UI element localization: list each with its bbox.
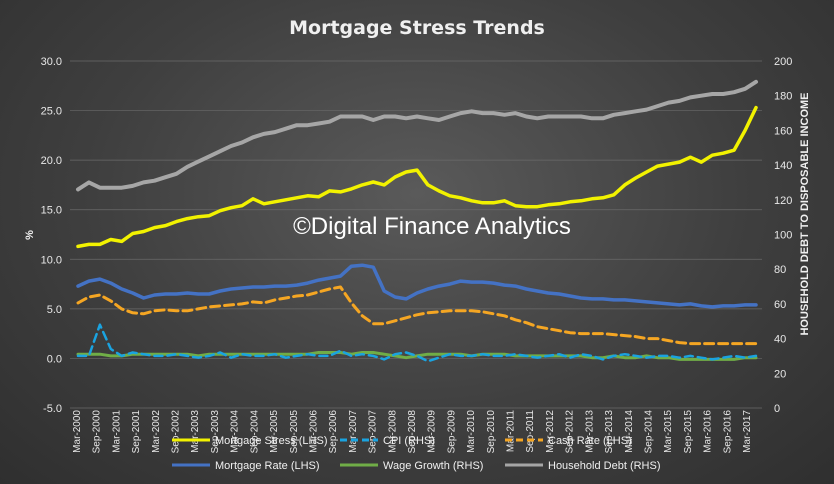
x-tick-label: Sep-2002	[171, 410, 182, 454]
left-tick-label: 5.0	[47, 304, 62, 316]
right-tick-label: 140	[774, 160, 792, 172]
legend-label: Mortgage Rate (LHS)	[215, 460, 320, 472]
x-tick-label: Mar-2011	[506, 410, 517, 452]
x-tick-label: Mar-2012	[545, 410, 556, 453]
right-tick-label: 80	[774, 264, 786, 276]
left-tick-label: 15.0	[41, 205, 62, 217]
x-axis: Mar-2000 Sep-2000 Mar-2001 Sep-2001 Mar-2002…	[72, 410, 753, 454]
watermark: ©Digital Finance Analytics	[293, 213, 571, 240]
right-axis-label: HOUSEHOLD DEBT TO DISPOSABLE INCOME	[799, 92, 811, 335]
right-tick-label: 180	[774, 91, 792, 103]
right-tick-label: 0	[774, 403, 780, 415]
series-line-wage-growth-rhs	[76, 351, 758, 361]
left-axis-label: %	[24, 230, 36, 240]
left-axis: 30.0 25.0 20.0 15.0 10.0 5.0 0.0 -5.0	[41, 56, 62, 415]
x-tick-label: Sep-2015	[683, 410, 694, 454]
x-tick-label: Sep-2008	[407, 410, 418, 454]
grid-layer	[70, 60, 762, 409]
left-tick-label: 0.0	[47, 353, 62, 365]
right-tick-label: 100	[774, 230, 792, 242]
x-tick-label: Mar-2016	[703, 410, 714, 453]
x-tick-label: Sep-2001	[131, 410, 142, 454]
x-tick-label: Mar-2007	[348, 410, 359, 453]
left-tick-label: -5.0	[43, 403, 62, 415]
right-tick-label: 200	[774, 56, 792, 68]
left-tick-label: 10.0	[41, 254, 62, 266]
right-tick-label: 160	[774, 125, 792, 137]
x-tick-label: Mar-2013	[584, 410, 595, 453]
x-tick-label: Mar-2006	[308, 410, 319, 453]
x-tick-label: Mar-2008	[387, 410, 398, 453]
x-tick-label: Sep-2011	[525, 410, 536, 453]
left-tick-label: 25.0	[41, 106, 62, 118]
x-tick-label: Sep-2000	[92, 410, 103, 454]
series-layer	[76, 79, 758, 363]
legend-label: CPI (RHS)	[383, 435, 435, 447]
x-tick-label: Sep-2009	[446, 410, 457, 454]
x-tick-label: Mar-2010	[466, 410, 477, 453]
legend-label: Cash Rate (LHS)	[548, 435, 632, 447]
legend-label: Mortgage Stress (LHS)	[215, 435, 327, 447]
x-tick-label: Sep-2013	[604, 410, 615, 454]
series-line-household-debt-rhs	[76, 79, 758, 192]
x-tick-label: Mar-2015	[663, 410, 674, 453]
legend-label: Wage Growth (RHS)	[383, 460, 483, 472]
x-tick-label: Sep-2006	[328, 410, 339, 454]
x-tick-label: Mar-2002	[151, 410, 162, 453]
x-tick-label: Sep-2007	[368, 410, 379, 454]
x-tick-label: Mar-2009	[427, 410, 438, 453]
x-tick-label: Sep-2004	[249, 410, 260, 454]
x-tick-label: Mar-2000	[72, 410, 83, 453]
left-tick-label: 20.0	[41, 155, 62, 167]
right-tick-label: 120	[774, 195, 792, 207]
legend: Mortgage Stress (LHS) CPI (RHS) Cash Rate …	[172, 435, 661, 472]
series-line-mortgage-stress-lhs	[76, 105, 758, 249]
left-tick-label: 30.0	[41, 56, 62, 68]
right-tick-label: 40	[774, 334, 786, 346]
x-tick-label: Mar-2017	[742, 410, 753, 453]
x-tick-label: Mar-2003	[190, 410, 201, 453]
x-tick-label: Mar-2005	[269, 410, 280, 453]
legend-label: Household Debt (RHS)	[548, 460, 661, 472]
chart-title: Mortgage Stress Trends	[289, 17, 545, 39]
x-tick-label: Sep-2010	[486, 410, 497, 454]
x-tick-label: Sep-2003	[210, 410, 221, 454]
x-tick-label: Mar-2014	[624, 410, 635, 453]
series-line-mortgage-rate-lhs	[76, 263, 758, 309]
x-tick-label: Sep-2005	[289, 410, 300, 454]
x-tick-label: Sep-2012	[565, 410, 576, 454]
right-tick-label: 20	[774, 368, 786, 380]
right-tick-label: 60	[774, 299, 786, 311]
series-line-cash-rate-lhs	[76, 285, 758, 346]
x-tick-label: Sep-2014	[643, 410, 654, 454]
x-tick-label: Sep-2016	[722, 410, 733, 454]
x-tick-label: Mar-2001	[111, 410, 122, 453]
x-tick-label: Mar-2004	[230, 410, 241, 453]
